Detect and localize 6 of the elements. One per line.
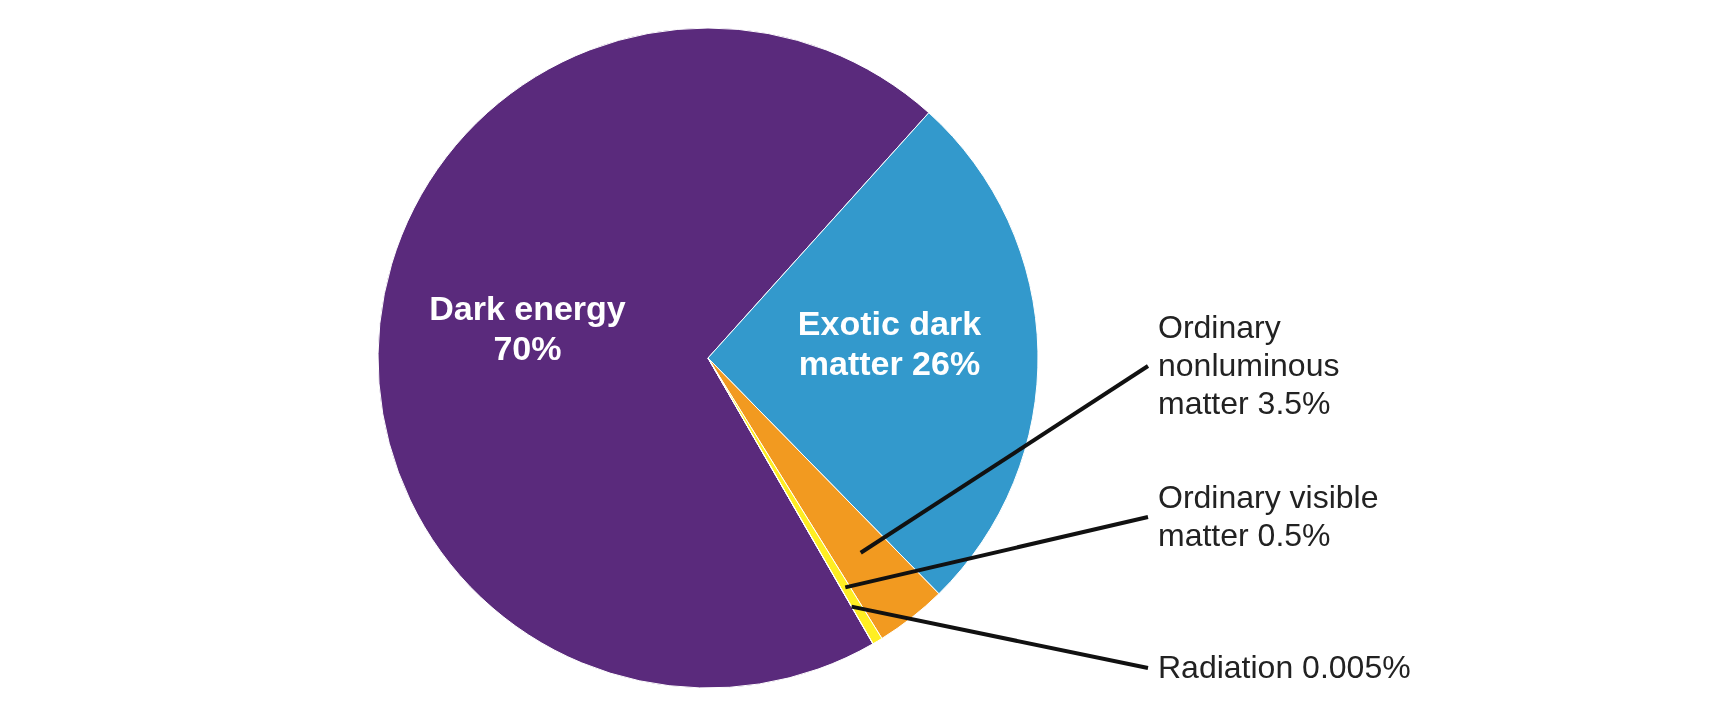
slice-label: Ordinary visible matter 0.5% — [1158, 479, 1379, 553]
slice-label: Dark energy — [429, 289, 626, 328]
slice-label: Exotic dark matter 26% — [797, 304, 982, 383]
slice-label: Radiation 0.005% — [1158, 649, 1411, 685]
data-label: 70% — [493, 329, 562, 368]
slice-label: Ordinary nonluminous matter 3.5% — [1158, 309, 1340, 421]
